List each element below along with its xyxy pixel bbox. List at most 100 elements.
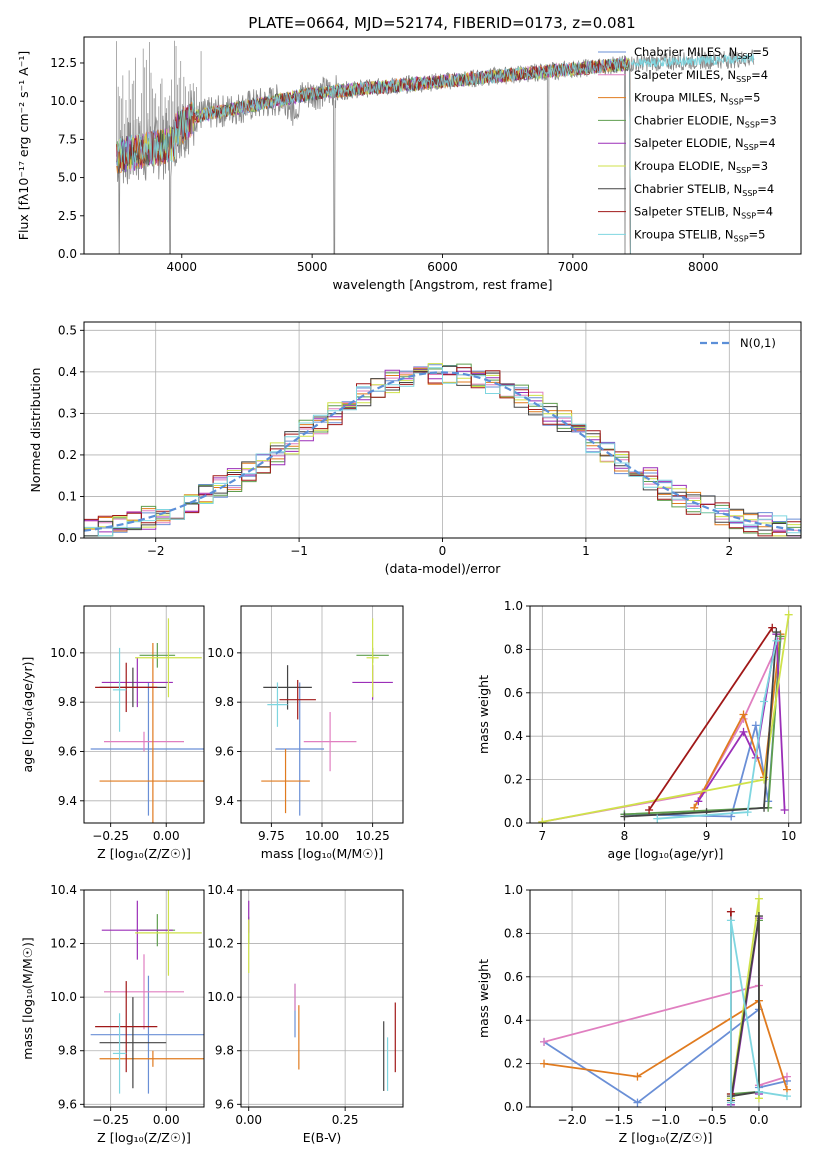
weight-marker: [739, 710, 748, 719]
weight_vs_age-ytick-label: 0.2: [504, 773, 523, 787]
errorbar-point: [104, 731, 184, 752]
spectrum-ytick-label: 7.5: [58, 132, 77, 146]
weight-marker: [726, 907, 735, 916]
spectrum-ytick-label: 10.0: [50, 94, 77, 108]
errorbar-point: [275, 682, 325, 816]
errorbar-point: [303, 712, 357, 772]
age_vs_z-ytick-label: 9.6: [58, 744, 77, 758]
errorbar-point: [261, 749, 310, 814]
weight_vs_z-ylabel: mass weight: [476, 959, 491, 1038]
legend-subscript: SSP: [737, 52, 752, 61]
legend-entry: Chabrier ELODIE, NSSP=3: [634, 113, 777, 129]
legend-entry: Chabrier MILES, NSSP=5: [634, 45, 769, 61]
age_vs_mass-xtick-label: 9.75: [258, 829, 285, 843]
weight_vs_age-xtick-label: 9: [703, 829, 711, 843]
weight_vs_age-ytick-label: 0.0: [504, 816, 523, 830]
mass_vs_z-ytick-label: 10.4: [50, 883, 77, 897]
weight-marker: [776, 632, 785, 641]
mass_vs_z-xtick-label: −0.25: [92, 1113, 129, 1127]
spectrum-ytick-label: 5.0: [58, 171, 77, 185]
weight_vs_z-xtick-label: −1.0: [651, 1113, 680, 1127]
weight_vs_age-spine: [529, 605, 802, 824]
legend-label: Chabrier ELODIE, N: [634, 113, 745, 127]
age_vs_z-ylabel: age [log₁₀(age/yr)]: [20, 657, 35, 773]
weight-series-line: [657, 640, 778, 820]
spectrum-model-line: [116, 58, 631, 254]
spectrum-xtick-label: 8000: [688, 260, 719, 274]
legend-subscript: SSP: [742, 189, 757, 198]
legend-count: =4: [759, 136, 776, 150]
legend-count: =5: [752, 45, 769, 59]
errorbar-point: [366, 618, 379, 698]
legend-subscript: SSP: [736, 75, 751, 84]
normal-legend-label: N(0,1): [740, 336, 776, 350]
residuals-ytick-label: 0.1: [58, 489, 77, 503]
residuals-ytick-label: 0.4: [58, 365, 77, 379]
age_vs_mass-xlabel: mass [log₁₀(M/M☉)]: [261, 846, 383, 861]
spectrum-model-line: [116, 58, 631, 254]
legend-label: Salpeter STELIB, N: [634, 205, 741, 219]
weight_vs_age-ytick-label: 0.8: [504, 642, 523, 656]
spectrum-xtick-label: 7000: [558, 260, 589, 274]
weight_vs_z-frame: −2.0 −1.5 −1.0 −0.5 0.0 0.0 0.2 0.4 0.6 0.8 1.0 Z […: [476, 883, 802, 1145]
weight-marker: [633, 1072, 642, 1081]
weight-series-line: [543, 999, 788, 1090]
weight-series-line: [542, 638, 782, 823]
weight-marker: [751, 721, 760, 730]
legend-count: =4: [751, 68, 768, 82]
legend-count: =4: [757, 182, 774, 196]
legend-label: Salpeter ELODIE, N: [634, 136, 744, 150]
age_vs_mass-xtick-label: 10.25: [355, 829, 389, 843]
weight-marker: [540, 1059, 549, 1068]
weight_vs_z-ytick-label: 0.2: [504, 1057, 523, 1071]
legend-subscript: SSP: [729, 98, 744, 107]
spectrum-xlabel: wavelength [Angstrom, rest frame]: [332, 277, 552, 292]
spectrum-frame: 4000 5000 6000 7000 8000 0.0 2.5 5.0 7.5 10.0 12.5…: [16, 36, 802, 292]
mass_vs_z-frame: −0.25 0.00 9.6 9.8 10.0 10.2 10.4 Z [log₁₀(Z/Z☉…: [20, 883, 205, 1145]
errorbar-point: [104, 954, 184, 1030]
spectrum-ytick-label: 12.5: [50, 56, 77, 70]
mass_vs_ebv-ytick-label: 10.4: [207, 883, 234, 897]
weight-series-line: [542, 614, 790, 823]
legend-count: =5: [744, 91, 761, 105]
weight-marker: [726, 1098, 735, 1107]
weight_vs_z-xtick-label: 0.0: [749, 1113, 768, 1127]
mass_vs_z-xlabel: Z [log₁₀(Z/Z☉)]: [97, 1130, 191, 1145]
weight_vs_z-xtick-label: −0.5: [698, 1113, 727, 1127]
errorbar-point: [135, 890, 202, 976]
residuals-xtick-label: 2: [725, 544, 733, 558]
mass_vs_z-plot: [90, 890, 204, 1094]
mass_vs_ebv-xlabel: E(B-V): [303, 1130, 342, 1145]
legend-entry: Kroupa STELIB, NSSP=5: [634, 227, 765, 243]
mass_vs_z-ytick-label: 9.6: [58, 1097, 77, 1111]
weight-marker: [653, 814, 662, 823]
normal-curve: [84, 371, 801, 532]
weight_vs_z-ytick-label: 1.0: [504, 883, 523, 897]
legend-entry: Salpeter MILES, NSSP=4: [634, 68, 768, 84]
weight_vs_age-axes: [530, 605, 801, 824]
weight-marker: [784, 610, 793, 619]
errorbar-point: [112, 647, 127, 732]
mass_vs_z-xtick-label: 0.00: [153, 1113, 180, 1127]
weight-marker: [754, 912, 763, 921]
mass_vs_z-ytick-label: 10.2: [50, 937, 77, 951]
residuals-xtick-label: 1: [582, 544, 590, 558]
mass_vs_ebv-xtick-label: 0.00: [235, 1113, 262, 1127]
legend-count: =3: [751, 159, 768, 173]
residuals-ylabel: Normed distribution: [28, 368, 43, 493]
weight_vs_z-ytick-label: 0.6: [504, 970, 523, 984]
mass_vs_ebv-ytick-label: 9.8: [215, 1044, 234, 1058]
age_vs_z-ytick-label: 10.0: [50, 646, 77, 660]
residuals-legend: N(0,1): [700, 336, 776, 350]
errorbar-point: [95, 662, 158, 713]
age_vs_mass-plot: [261, 618, 393, 816]
mass_vs_z-spine: [83, 889, 205, 1108]
legend-entry: Salpeter ELODIE, NSSP=4: [634, 136, 776, 152]
residuals-ytick-label: 0.2: [58, 448, 77, 462]
weight_vs_z-xlabel: Z [log₁₀(Z/Z☉)]: [619, 1130, 713, 1145]
age_vs_mass-ytick-label: 9.8: [215, 695, 234, 709]
weight-marker: [780, 805, 789, 814]
weight_vs_z-plot: [540, 894, 791, 1107]
spectrum-xtick-label: 6000: [427, 260, 458, 274]
spectrum-legend: Chabrier MILES, NSSP=5 Salpeter MILES, NS…: [598, 45, 777, 243]
